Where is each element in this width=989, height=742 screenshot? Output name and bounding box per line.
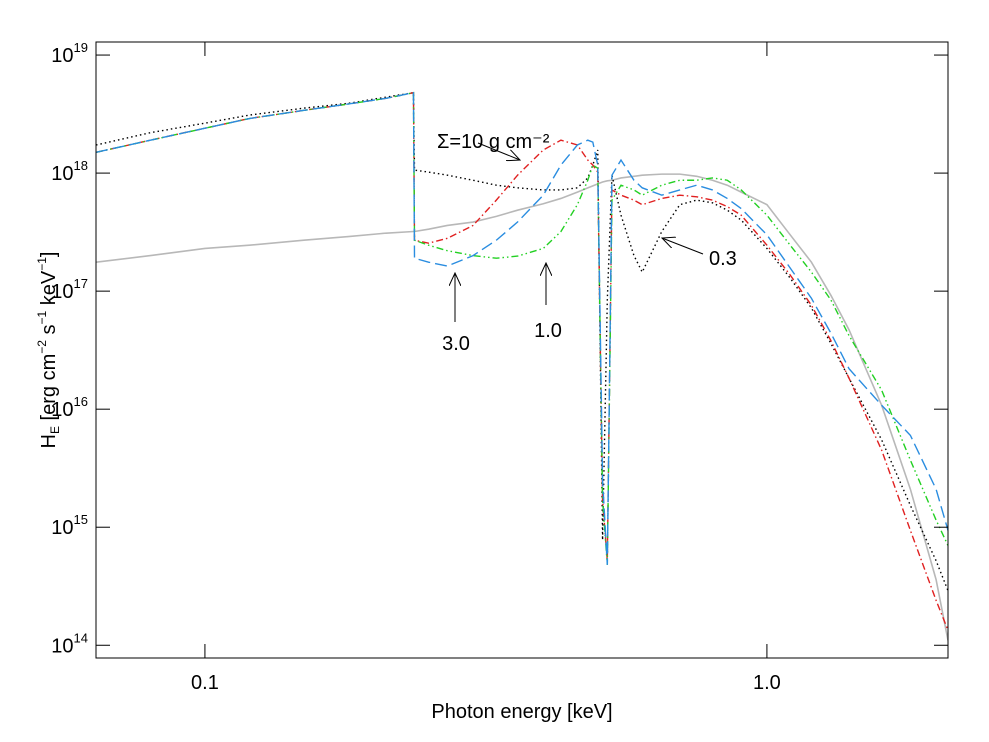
y-label-sup: −1 [35,257,49,271]
y-tick-base: 10 [51,163,73,185]
y-tick-exponent: 14 [74,630,88,645]
plot-frame [95,41,949,659]
y-tick-exponent: 18 [74,158,88,173]
series-line [96,173,948,641]
y-label-part: [erg cm [38,354,60,426]
y-tick-exponent: 17 [74,276,88,291]
series-line [96,91,948,565]
y-tick-base: 10 [51,281,73,303]
plot-area [96,91,948,641]
y-label-sub: E [48,426,62,434]
y-tick-base: 10 [51,399,73,421]
y-tick-exponent: 16 [74,394,88,409]
annotation-arrow [477,142,520,160]
y-label-part: H [38,434,60,448]
annotation: 1.0 [534,320,562,342]
y-tick-base: 10 [51,517,73,539]
y-tick-label: 1017 [51,276,88,303]
y-tick-label: 1014 [51,630,88,657]
annotation: 3.0 [442,333,470,355]
y-tick-exponent: 19 [74,40,88,55]
y-label-part: ] [38,252,60,258]
y-tick-label: 1018 [51,158,88,185]
y-label-sup: −2 [35,340,49,354]
y-label-part: s [38,325,60,341]
y-tick-base: 10 [51,635,73,657]
y-tick-base: 10 [51,45,73,67]
y-axis-label: HE [erg cm−2 s−1 keV−1] [35,252,62,449]
annotation: Σ=10 g cm⁻² [437,131,550,153]
annotation: 0.3 [709,248,737,270]
y-label-part: keV [38,270,60,311]
y-tick-label: 1019 [51,40,88,67]
y-tick-exponent: 15 [74,512,88,527]
x-axis-label: Photon energy [keV] [431,701,612,723]
annotation-arrow [662,238,704,255]
x-tick-label: 0.1 [191,672,219,694]
y-tick-label: 1016 [51,394,88,421]
y-label-sup: −1 [35,310,49,324]
series-line [96,91,948,631]
series-line [96,91,948,591]
y-tick-label: 1015 [51,512,88,539]
x-tick-label: 1.0 [753,672,781,694]
